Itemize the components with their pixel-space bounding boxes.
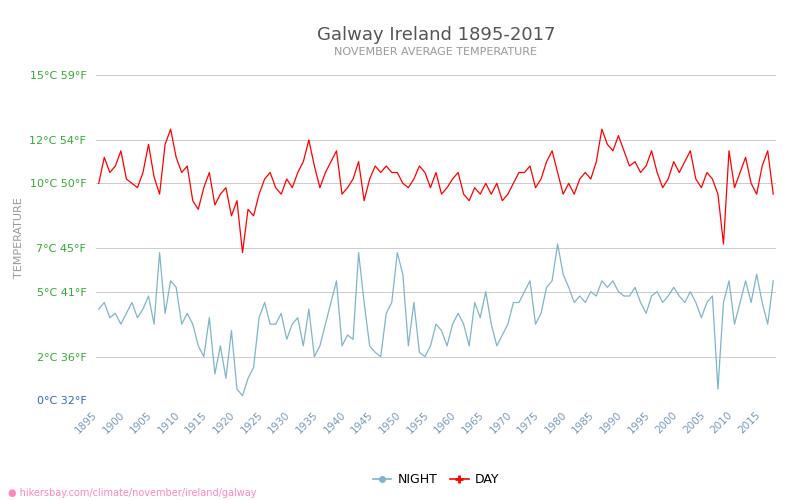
Legend: NIGHT, DAY: NIGHT, DAY (367, 468, 505, 491)
Y-axis label: TEMPERATURE: TEMPERATURE (14, 197, 24, 278)
Text: NOVEMBER AVERAGE TEMPERATURE: NOVEMBER AVERAGE TEMPERATURE (334, 47, 538, 57)
Text: ● hikersbay.com/climate/november/ireland/galway: ● hikersbay.com/climate/november/ireland… (8, 488, 257, 498)
Title: Galway Ireland 1895-2017: Galway Ireland 1895-2017 (317, 26, 555, 44)
